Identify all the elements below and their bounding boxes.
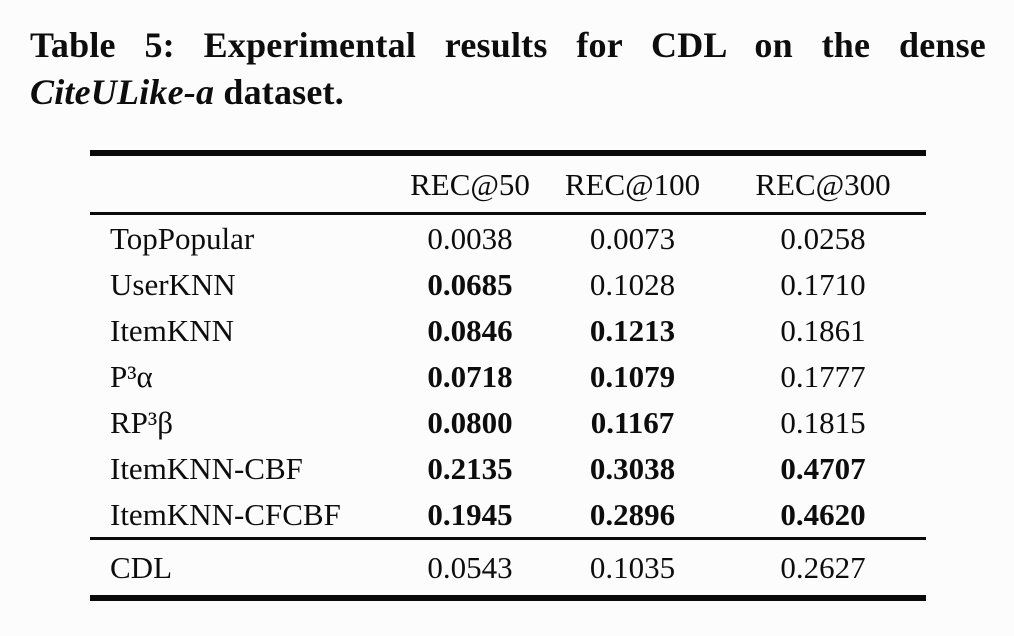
table-row: ItemKNN 0.0846 0.1213 0.1861 [90, 307, 926, 353]
results-table: REC@50 REC@100 REC@300 TopPopular 0.0038… [90, 150, 926, 601]
table-row: TopPopular 0.0038 0.0073 0.0258 [90, 215, 926, 261]
metric-value: 0.0718 [427, 358, 513, 394]
footer-row: CDL 0.0543 0.1035 0.2627 [90, 540, 926, 595]
table-row: RP³β 0.0800 0.1167 0.1815 [90, 399, 926, 445]
column-header-rec50: REC@50 [410, 166, 530, 202]
header-rule [90, 212, 926, 215]
metric-value: 0.4620 [780, 496, 866, 532]
metric-value: 0.1710 [780, 266, 866, 302]
metric-value: 0.1815 [780, 404, 866, 440]
row-label: ItemKNN [110, 312, 234, 348]
metric-value: 0.3038 [589, 450, 676, 486]
metric-value: 0.1945 [427, 496, 513, 532]
row-label: ItemKNN-CFCBF [110, 496, 341, 532]
metric-value: 0.0685 [427, 266, 513, 302]
table-row: ItemKNN-CFCBF 0.1945 0.2896 0.4620 [90, 491, 926, 537]
metric-value: 0.0800 [427, 404, 513, 440]
metric-value: 0.1861 [780, 312, 866, 348]
metric-value: 0.0543 [427, 550, 513, 585]
metric-value: 0.0038 [427, 220, 513, 256]
top-rule [90, 150, 926, 156]
table-row: P³α 0.0718 0.1079 0.1777 [90, 353, 926, 399]
header-row: REC@50 REC@100 REC@300 [90, 156, 926, 212]
metric-value: 0.1167 [590, 404, 675, 440]
metric-value: 0.0258 [780, 220, 866, 256]
caption-line1: Table 5: Experimental results for CDL on… [30, 25, 986, 65]
caption-line2: CiteULike-a dataset. [30, 69, 986, 116]
row-label: CDL [110, 550, 172, 585]
metric-value: 0.1028 [589, 266, 676, 302]
row-label: RP³β [110, 404, 173, 440]
row-label: UserKNN [110, 266, 236, 302]
metric-value: 0.0846 [427, 312, 513, 348]
metric-value: 0.2627 [780, 550, 866, 585]
metric-value: 0.2135 [427, 450, 513, 486]
column-header-rec100: REC@100 [564, 166, 701, 202]
bottom-rule [90, 595, 926, 601]
metric-value: 0.1079 [589, 358, 676, 394]
metric-value: 0.0073 [589, 220, 676, 256]
table-row: ItemKNN-CBF 0.2135 0.3038 0.4707 [90, 445, 926, 491]
metric-value: 0.1213 [589, 312, 676, 348]
row-label: TopPopular [110, 220, 255, 256]
metric-value: 0.2896 [589, 496, 676, 532]
table-row: UserKNN 0.0685 0.1028 0.1710 [90, 261, 926, 307]
metric-value: 0.1777 [780, 358, 866, 394]
footer-rule [90, 537, 926, 540]
table-caption: Table 5: Experimental results for CDL on… [30, 22, 986, 116]
caption-suffix: dataset. [214, 72, 344, 112]
row-label: ItemKNN-CBF [110, 450, 303, 486]
row-label: P³α [110, 358, 153, 394]
dataset-name: CiteULike-a [30, 72, 215, 112]
metric-value: 0.4707 [780, 450, 866, 486]
metric-value: 0.1035 [589, 550, 676, 585]
column-header-rec300: REC@300 [755, 166, 891, 202]
